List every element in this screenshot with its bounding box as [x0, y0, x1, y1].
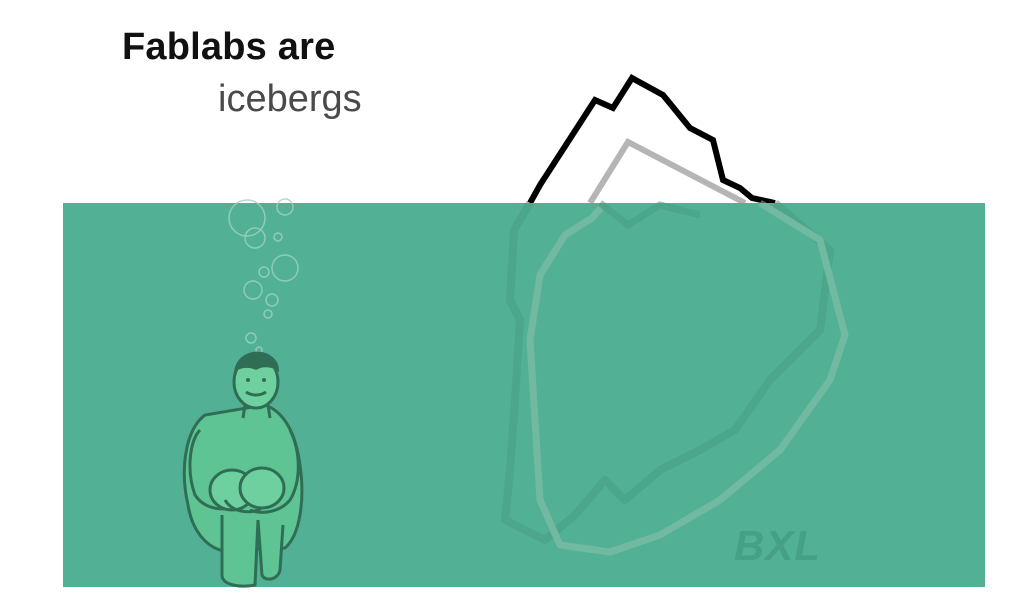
- bubbles-icon: [228, 198, 299, 354]
- swimmer-icon: [182, 351, 304, 588]
- title-line-1: Fablabs are: [122, 26, 336, 68]
- title-line-2: icebergs: [218, 78, 362, 120]
- bxl-watermark: BXL: [734, 522, 821, 569]
- iceberg-submerged-icon: [501, 199, 849, 556]
